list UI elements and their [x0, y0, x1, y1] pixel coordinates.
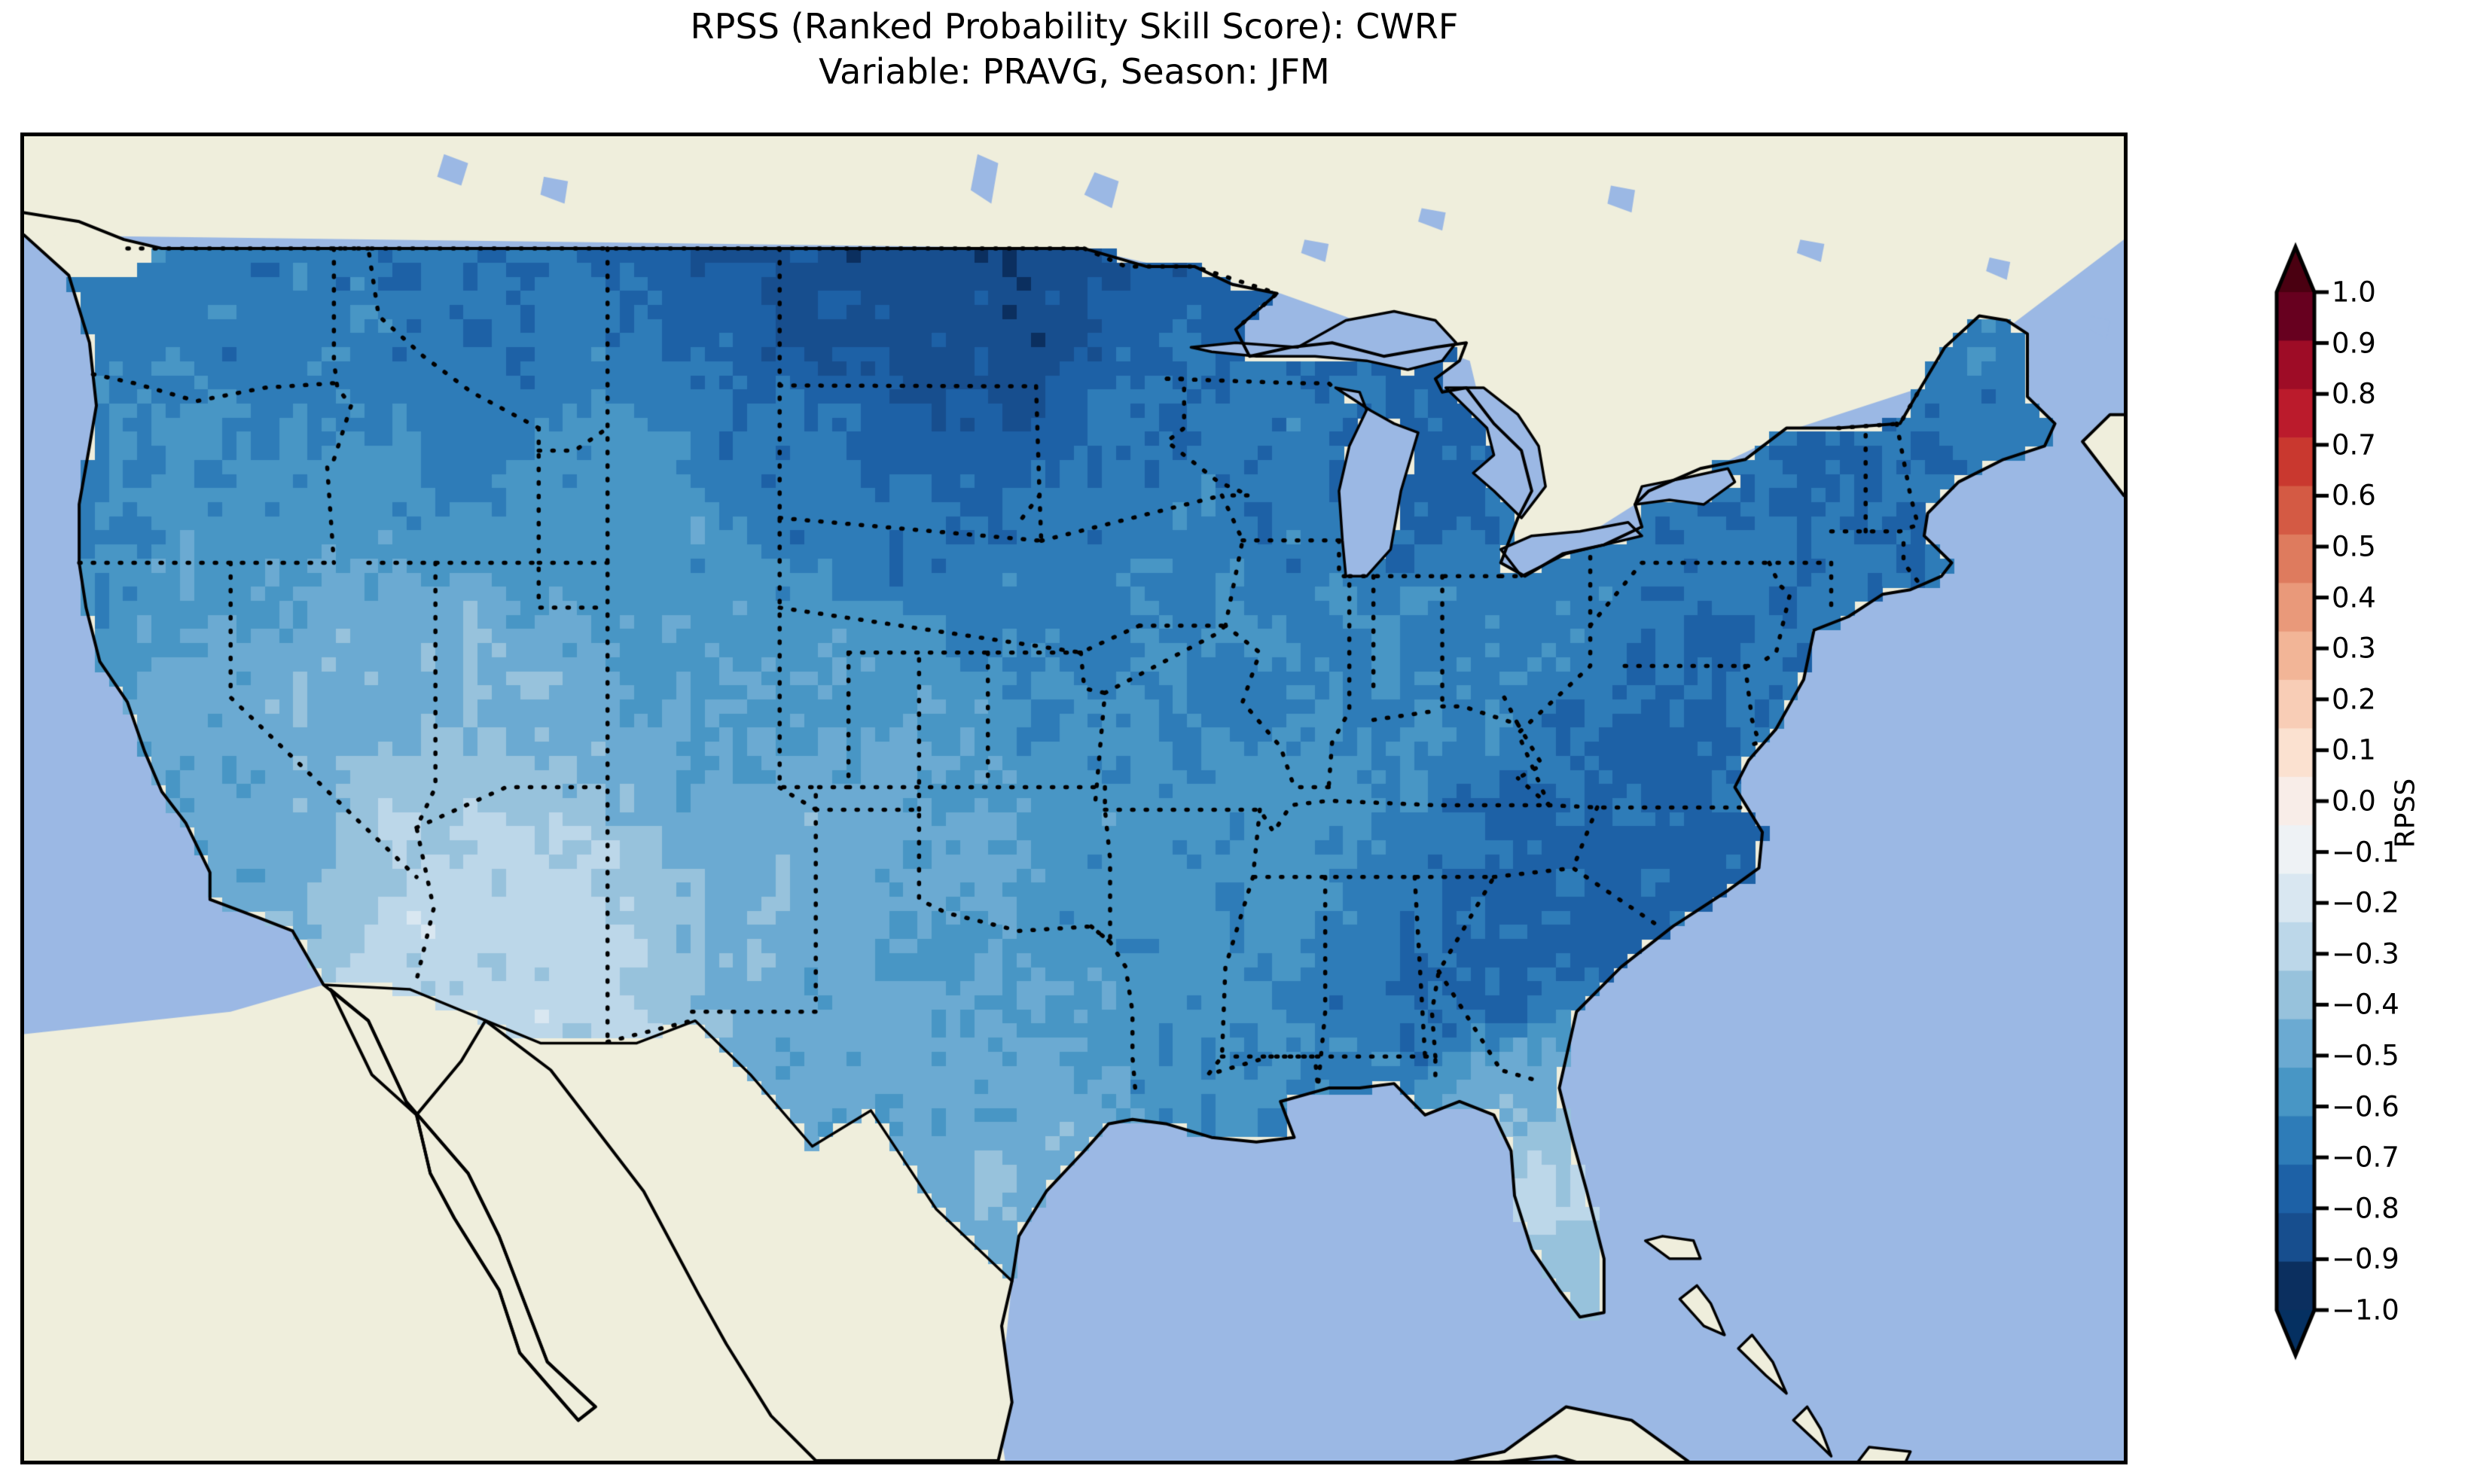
colorbar-tick-10: 0.0	[2332, 785, 2376, 818]
colorbar-tick-12: −0.2	[2332, 886, 2399, 919]
map-axes[interactable]	[20, 133, 2128, 1464]
colorbar-tick-8: 0.2	[2332, 683, 2376, 716]
colorbar-tick-labels: 1.0 0.9 0.8 0.7 0.6 0.5 0.4 0.3 0.2 0.1 0.0 −0.1 −0.…	[2268, 218, 2474, 1408]
colorbar-tick-1: 0.9	[2332, 327, 2376, 360]
colorbar-tick-11: −0.1	[2332, 836, 2399, 869]
colorbar-tick-18: −0.8	[2332, 1192, 2399, 1225]
colorbar-tick-13: −0.3	[2332, 937, 2399, 971]
colorbar-tick-5: 0.5	[2332, 530, 2376, 563]
colorbar-tick-20: −1.0	[2332, 1294, 2399, 1327]
colorbar-tick-7: 0.3	[2332, 632, 2376, 665]
colorbar-tick-9: 0.1	[2332, 733, 2376, 766]
colorbar-tick-19: −0.9	[2332, 1242, 2399, 1275]
title-line-2: Variable: PRAVG, Season: JFM	[819, 50, 1330, 92]
colorbar-tick-0: 1.0	[2332, 276, 2376, 309]
colorbar[interactable]: 1.0 0.9 0.8 0.7 0.6 0.5 0.4 0.3 0.2 0.1 0.0 −0.1 −0.…	[2268, 218, 2474, 1408]
rpss-heatmap-canvas[interactable]	[24, 136, 2124, 1461]
colorbar-axis-label: RPSS	[2390, 778, 2421, 849]
colorbar-gradient	[2268, 218, 2474, 1408]
colorbar-tick-3: 0.7	[2332, 428, 2376, 462]
colorbar-tick-6: 0.4	[2332, 581, 2376, 614]
colorbar-tick-2: 0.8	[2332, 377, 2376, 410]
colorbar-tick-14: −0.4	[2332, 988, 2399, 1021]
colorbar-tick-4: 0.6	[2332, 479, 2376, 512]
colorbar-tick-17: −0.7	[2332, 1141, 2399, 1174]
figure-title: RPSS (Ranked Probability Skill Score): C…	[0, 5, 2149, 95]
title-line-1: RPSS (Ranked Probability Skill Score): C…	[690, 6, 1459, 47]
colorbar-tick-16: −0.6	[2332, 1090, 2399, 1123]
colorbar-tick-15: −0.5	[2332, 1039, 2399, 1072]
